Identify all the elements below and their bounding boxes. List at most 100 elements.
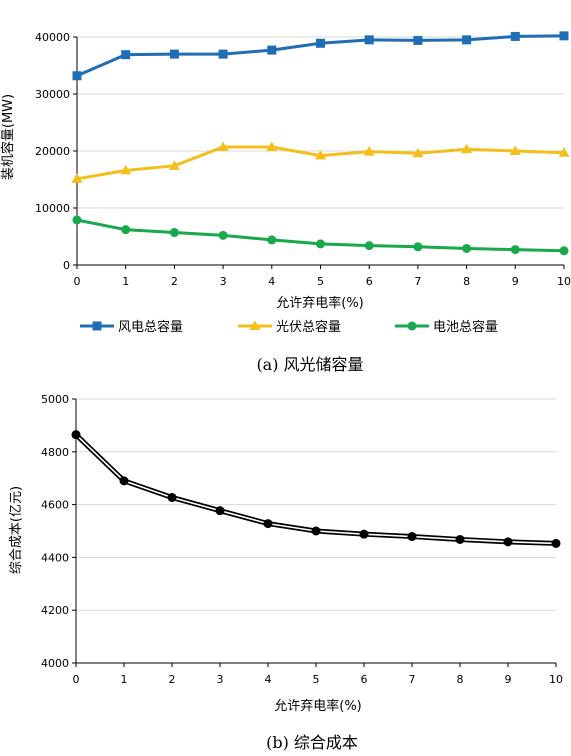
y-tick-label: 30000: [35, 88, 70, 101]
data-point: [455, 534, 465, 544]
x-tick-label: 4: [265, 673, 272, 686]
y-tick-label: 20000: [35, 145, 70, 158]
x-tick-label: 5: [317, 275, 324, 288]
data-point: [407, 532, 417, 542]
data-point: [462, 243, 472, 253]
data-point: [263, 519, 273, 529]
data-point: [217, 141, 229, 152]
series-group: [71, 31, 570, 256]
data-point: [413, 242, 423, 252]
data-point: [315, 150, 326, 160]
y-tick-label: 40000: [35, 31, 70, 44]
x-axis-title: 允许弃电率(%): [276, 295, 364, 311]
capacity-chart: 0 10000 20000 30000 40000 0 1 2 3 4 5 6 7 8 9 10 装机容量(…: [0, 31, 571, 374]
data-point: [267, 45, 277, 55]
data-point: [461, 143, 473, 154]
data-point: [168, 160, 180, 170]
legend-label: 电池总容量: [433, 319, 498, 335]
data-point: [359, 529, 369, 539]
x-tick-label: 1: [121, 673, 128, 686]
x-tick-label: 8: [463, 275, 470, 288]
legend-marker: [249, 320, 261, 330]
data-point: [72, 71, 82, 81]
x-tick-label: 6: [361, 673, 368, 686]
x-tick-label: 0: [73, 673, 80, 686]
data-point: [462, 35, 472, 45]
y-ticks: 4000 4200 4400 4600 4800 5000: [41, 393, 77, 670]
data-point: [167, 492, 177, 502]
x-tick-label: 7: [414, 275, 421, 288]
y-tick-label: 10000: [35, 202, 70, 215]
data-point: [316, 239, 325, 249]
x-tick-label: 2: [171, 275, 178, 288]
data-point: [267, 235, 277, 245]
data-point: [121, 50, 131, 60]
data-point: [218, 49, 228, 59]
data-point: [215, 506, 225, 516]
data-point: [72, 215, 82, 225]
data-point: [510, 31, 520, 41]
grid-lines: [76, 398, 556, 611]
y-tick-label: 5000: [41, 393, 69, 406]
data-point: [316, 38, 325, 48]
data-point: [413, 35, 423, 45]
y-ticks: 0 10000 20000 30000 40000: [35, 31, 78, 272]
legend-marker: [407, 321, 417, 331]
x-tick-label: 1: [122, 275, 129, 288]
legend: 风电总容量 光伏总容量 电池总容量: [80, 319, 498, 335]
x-tick-label: 4: [268, 275, 275, 288]
y-tick-label: 4200: [41, 604, 69, 617]
y-axis-title: 综合成本(亿元): [9, 486, 24, 574]
data-point: [71, 430, 81, 440]
x-tick-label: 7: [409, 673, 416, 686]
legend-label: 风电总容量: [118, 319, 183, 335]
data-point: [509, 145, 521, 155]
data-point: [120, 164, 132, 175]
data-point: [121, 225, 131, 235]
x-tick-label: 10: [549, 673, 563, 686]
x-ticks: 0 1 2 3 4 5 6 7 8 9 10: [73, 662, 563, 686]
data-point: [311, 526, 321, 536]
data-point: [266, 141, 278, 152]
x-tick-label: 9: [505, 673, 512, 686]
x-tick-label: 10: [557, 275, 571, 288]
y-tick-label: 4400: [41, 551, 69, 564]
data-point: [218, 230, 228, 240]
x-tick-label: 2: [169, 673, 176, 686]
data-point: [119, 476, 129, 486]
data-point: [558, 147, 570, 157]
data-point: [551, 538, 561, 548]
x-tick-label: 8: [457, 673, 464, 686]
x-tick-label: 3: [217, 673, 224, 686]
x-tick-label: 6: [366, 275, 373, 288]
legend-label: 光伏总容量: [276, 319, 341, 335]
y-tick-label: 0: [63, 259, 70, 272]
chart-caption: (b) 综合成本: [266, 733, 358, 752]
data-point: [559, 246, 569, 256]
y-tick-label: 4800: [41, 446, 69, 459]
series-group: [71, 430, 561, 548]
x-axis-title: 允许弃电率(%): [274, 698, 362, 714]
data-point: [412, 147, 424, 158]
cost-chart: 4000 4200 4400 4600 4800 5000 0 1 2 3 4 5 6 7 8 9 10 综合…: [9, 393, 563, 752]
x-tick-label: 0: [74, 275, 81, 288]
legend-marker: [92, 321, 102, 331]
y-tick-label: 4600: [41, 499, 69, 512]
data-point: [364, 35, 374, 45]
data-point: [503, 537, 513, 547]
x-tick-label: 5: [313, 673, 320, 686]
data-point: [169, 49, 179, 59]
data-point: [559, 31, 569, 41]
x-tick-label: 9: [512, 275, 519, 288]
data-point: [169, 228, 179, 238]
data-point: [71, 173, 83, 183]
x-tick-label: 3: [220, 275, 227, 288]
x-ticks: 0 1 2 3 4 5 6 7 8 9 10: [74, 264, 571, 288]
chart-caption: (a) 风光储容量: [256, 355, 363, 374]
data-point: [364, 241, 374, 251]
data-point: [510, 245, 520, 255]
grid-lines: [77, 36, 564, 209]
y-axis-title: 装机容量(MW): [0, 94, 16, 180]
y-tick-label: 4000: [41, 657, 69, 670]
data-point: [363, 146, 375, 156]
